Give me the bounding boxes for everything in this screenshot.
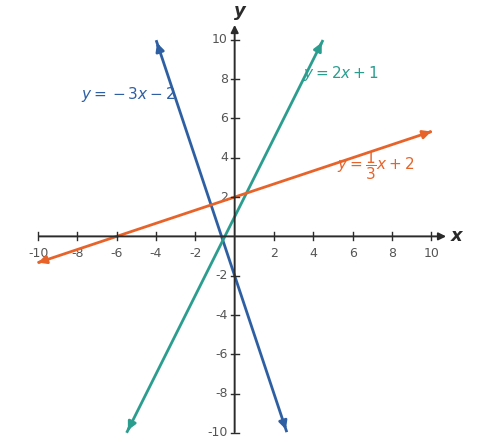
Text: x: x xyxy=(451,227,463,245)
Text: y: y xyxy=(234,2,245,20)
Text: -4: -4 xyxy=(215,309,228,321)
Text: -10: -10 xyxy=(28,247,48,260)
Text: $y = -3x - 2$: $y = -3x - 2$ xyxy=(81,85,176,104)
Text: 2: 2 xyxy=(270,247,278,260)
Text: -8: -8 xyxy=(71,247,84,260)
Text: -6: -6 xyxy=(215,348,228,361)
Text: 2: 2 xyxy=(220,191,228,204)
Text: 10: 10 xyxy=(423,247,439,260)
Text: $y = 2x + 1$: $y = 2x + 1$ xyxy=(303,64,379,83)
Text: 4: 4 xyxy=(309,247,317,260)
Text: 6: 6 xyxy=(220,112,228,125)
Text: 10: 10 xyxy=(212,33,228,46)
Text: -10: -10 xyxy=(207,427,228,439)
Text: 6: 6 xyxy=(349,247,356,260)
Text: -6: -6 xyxy=(111,247,123,260)
Text: $y = \dfrac{1}{3}x + 2$: $y = \dfrac{1}{3}x + 2$ xyxy=(337,149,414,182)
Text: -4: -4 xyxy=(150,247,162,260)
Text: 4: 4 xyxy=(220,151,228,164)
Text: -2: -2 xyxy=(189,247,202,260)
Text: 8: 8 xyxy=(388,247,396,260)
Text: -2: -2 xyxy=(215,269,228,282)
Text: 8: 8 xyxy=(220,72,228,86)
Text: -8: -8 xyxy=(215,387,228,400)
